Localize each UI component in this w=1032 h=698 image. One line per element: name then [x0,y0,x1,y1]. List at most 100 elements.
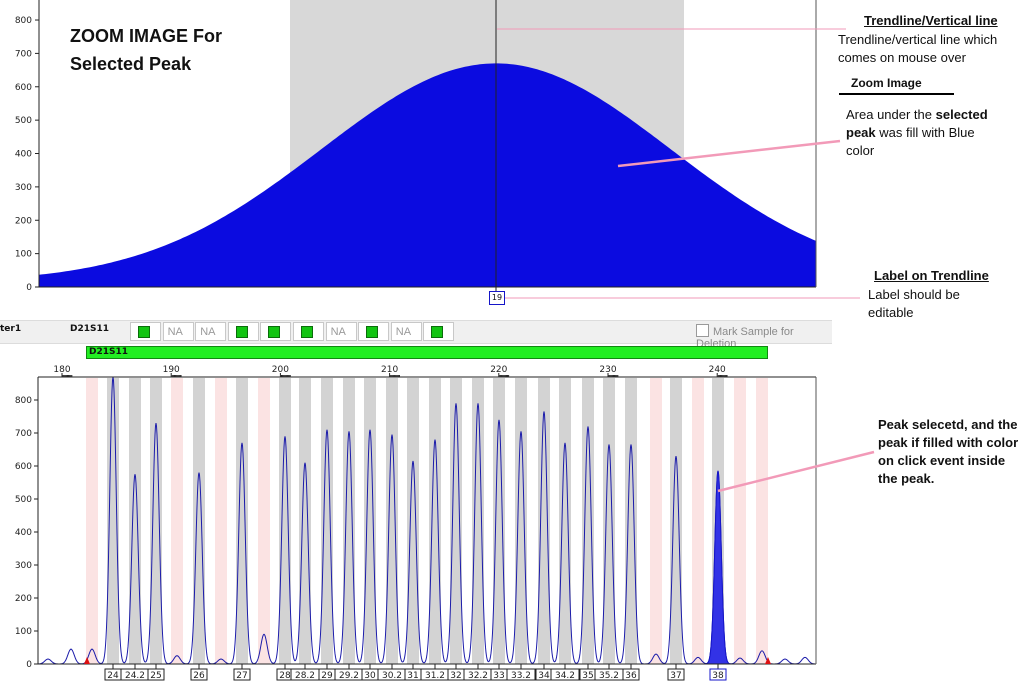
allele-label[interactable]: 31 [404,664,422,681]
allele-bin[interactable] [236,378,248,664]
allele-label[interactable]: 33 [490,664,508,681]
allele-label-text: 33 [493,671,504,681]
allele-label[interactable]: 27 [233,664,251,681]
allele-label[interactable]: 36 [622,664,640,681]
allele-cell[interactable] [423,322,455,341]
selected-peak-fill[interactable] [705,470,731,665]
allele-label-box[interactable] [147,668,165,681]
allele-cell[interactable]: NA [162,322,194,341]
allele-labels[interactable]: 24 24.2 25 26 27 28 28.2 29 29.2 30 30.2 31 31.2 32 32… [104,664,727,681]
allele-label[interactable]: 28.2 [290,664,320,681]
allele-label[interactable]: 32.2 [463,664,493,681]
allele-label[interactable]: 30 [361,664,379,681]
bin-bands [86,378,768,664]
allele-label-box[interactable] [550,668,580,681]
epg-y-tick-label: 800 [15,396,32,406]
virtual-bin [258,378,270,664]
allele-bin[interactable] [603,378,615,664]
allele-label-text: 30.2 [382,671,402,681]
allele-bin[interactable] [559,378,571,664]
allele-bin[interactable] [450,378,462,664]
allele-na-text: NA [167,326,183,338]
allele-label[interactable]: 35.2 [594,664,624,681]
allele-bin[interactable] [538,378,550,664]
allele-label[interactable]: 25 [147,664,165,681]
allele-cell[interactable] [260,322,292,341]
zoom-y-tick-label: 100 [15,250,32,260]
allele-label[interactable]: 24 [104,664,122,681]
zoom-peak-area[interactable] [39,63,816,288]
allele-bin[interactable] [364,378,376,664]
allele-bin[interactable] [472,378,484,664]
virtual-bin [756,378,768,664]
allele-label[interactable]: 33.2 [506,664,536,681]
allele-bin[interactable] [515,378,527,664]
allele-cell[interactable] [130,322,161,341]
allele-cell[interactable]: NA [195,322,227,341]
allele-bin[interactable] [193,378,205,664]
bin-bar-label: D21S11 [89,347,129,357]
allele-cell[interactable] [293,322,324,341]
allele-bin[interactable] [582,378,594,664]
allele-cell[interactable]: NA [390,322,422,341]
mark-deletion-checkbox[interactable] [696,324,709,337]
trendline-label[interactable]: 19 [489,291,505,305]
annotation-trendline-heading: Trendline/Vertical line [864,13,998,28]
allele-bin[interactable] [129,378,141,664]
allele-bin[interactable] [407,378,419,664]
virtual-bin [86,378,98,664]
allele-label-box[interactable] [233,668,251,681]
allele-label[interactable]: 24.2 [120,664,150,681]
allele-called-icon [268,326,281,338]
allele-cell[interactable] [227,322,259,341]
allele-na-text: NA [395,326,412,338]
zoom-y-tick-label: 500 [15,116,32,126]
zoom-y-tick-label: 800 [15,16,32,26]
allele-label[interactable]: 32 [447,664,465,681]
allele-bin[interactable] [107,378,119,664]
allele-label[interactable]: 30.2 [377,664,407,681]
allele-bin[interactable] [429,378,441,664]
epg-y-tick-label: 400 [15,528,32,538]
zoom-title-line1: ZOOM IMAGE For [70,26,222,46]
zoom-y-tick-label: 0 [26,283,32,293]
virtual-bin [734,378,746,664]
allele-cell[interactable]: NA [325,322,357,341]
allele-bin[interactable] [150,378,162,664]
allele-bin[interactable] [299,378,311,664]
allele-label-box[interactable] [506,668,536,681]
allele-label[interactable]: 29 [318,664,336,681]
allele-label-box[interactable] [190,668,208,681]
allele-label-text: 28 [279,671,291,681]
zoom-title: ZOOM IMAGE For Selected Peak [70,22,270,78]
virtual-bin [215,378,227,664]
allele-bin[interactable] [670,378,682,664]
allele-label[interactable]: 26 [190,664,208,681]
allele-bin[interactable] [493,378,505,664]
allele-bin[interactable] [279,378,291,664]
marker-bin-bar[interactable]: D21S11 [86,346,768,359]
allele-label-box[interactable] [622,668,640,681]
allele-label[interactable]: 34.2 [550,664,580,681]
allele-label-text: 26 [193,671,205,681]
allele-label-text: 29.2 [339,671,359,681]
allele-label[interactable]: 35 [579,664,597,681]
allele-label-text: 34 [538,671,550,681]
allele-cell[interactable] [358,322,390,341]
annotation-peak-body: Peak selecetd, and the peak if filled wi… [878,417,1019,486]
allele-label-text: 37 [670,671,681,681]
allele-label-box[interactable] [709,668,727,681]
allele-label-box[interactable] [667,668,685,681]
marker-name: D21S11 [70,324,110,334]
allele-called-icon [235,326,248,338]
allele-label[interactable]: 37 [667,664,685,681]
allele-label[interactable]: 34 [535,664,553,681]
allele-label[interactable]: 31.2 [420,664,450,681]
allele-bin[interactable] [343,378,355,664]
allele-bin[interactable] [625,378,637,664]
epg-y-tick-label: 200 [15,594,32,604]
allele-bin[interactable] [321,378,333,664]
allele-label[interactable]: 38 [709,664,727,681]
allele-label[interactable]: 29.2 [334,664,364,681]
allele-bin[interactable] [386,378,398,664]
